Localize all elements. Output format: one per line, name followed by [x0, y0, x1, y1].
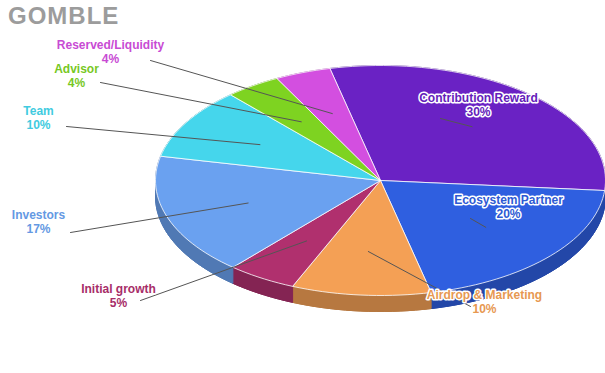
- svg-text:10%: 10%: [26, 118, 50, 132]
- svg-text:Ecosystem Partner: Ecosystem Partner: [454, 193, 563, 207]
- svg-text:10%: 10%: [472, 302, 496, 316]
- svg-text:Contribution Reward: Contribution Reward: [419, 91, 538, 105]
- svg-text:4%: 4%: [102, 52, 120, 66]
- svg-text:Reserved/Liquidity: Reserved/Liquidity: [57, 38, 165, 52]
- html-text:GOMBLE: GOMBLE: [8, 2, 120, 29]
- svg-text:Team: Team: [23, 104, 53, 118]
- svg-text:Advisor: Advisor: [54, 62, 99, 76]
- svg-text:Airdrop & Marketing: Airdrop & Marketing: [427, 288, 542, 302]
- svg-text:Initial growth: Initial growth: [81, 282, 156, 296]
- svg-text:5%: 5%: [110, 296, 128, 310]
- svg-text:30%: 30%: [466, 105, 490, 119]
- svg-text:17%: 17%: [26, 222, 50, 236]
- svg-text:4%: 4%: [68, 76, 86, 90]
- svg-text:20%: 20%: [496, 207, 520, 221]
- svg-text:Investors: Investors: [12, 208, 66, 222]
